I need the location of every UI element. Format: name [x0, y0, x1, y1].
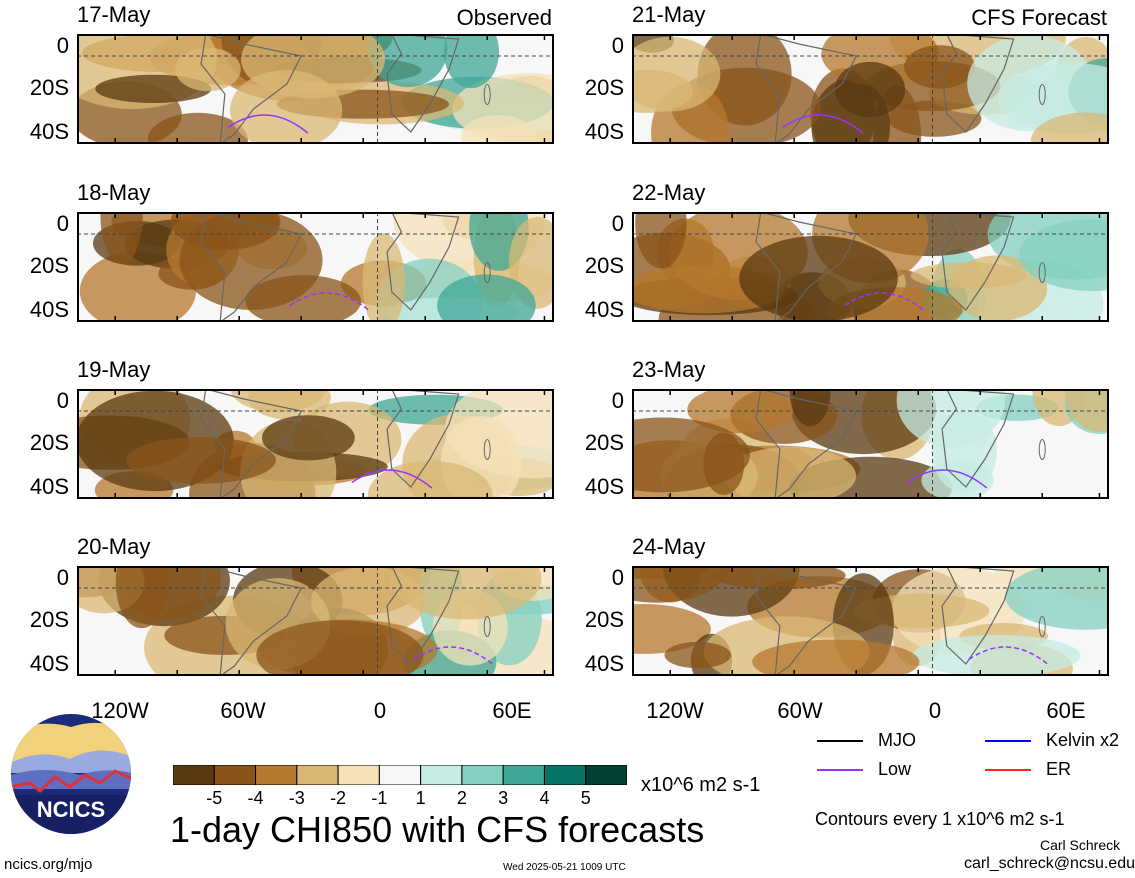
map-panel-right-4 — [632, 566, 1109, 676]
y-tick-label: 0 — [56, 211, 69, 236]
x-tick-label: 60E — [1046, 698, 1086, 723]
legend-label-kelvin: Kelvin x2 — [1046, 730, 1120, 750]
x-tick-label: 120W — [91, 698, 149, 723]
y-tick-label: 20S — [584, 75, 624, 100]
y-tick-label: 20S — [584, 253, 624, 278]
map-panel-right-1 — [632, 34, 1109, 144]
y-tick-label: 0 — [611, 33, 624, 58]
footer-author: Carl Schreck — [1040, 837, 1121, 853]
legend-line-mjo — [817, 740, 863, 742]
panel-date-left-4: 20-May — [77, 534, 151, 559]
legend-label-er: ER — [1046, 759, 1072, 779]
y-tick-label: 40S — [584, 297, 624, 322]
y-tick-label: 40S — [29, 474, 69, 499]
y-tick-label: 40S — [584, 119, 624, 144]
colorbar-swatch — [585, 765, 627, 785]
colorbar-swatch — [420, 765, 463, 785]
colorbar-label: 2 — [456, 788, 467, 808]
colorbar-swatch — [543, 765, 587, 785]
footer-site[interactable]: ncics.org/mjo — [4, 856, 93, 873]
colorbar-swatch — [461, 765, 504, 785]
y-tick-label: 20S — [29, 75, 69, 100]
colorbar-swatch — [213, 765, 257, 785]
colorbar-label: -5 — [206, 788, 223, 808]
y-tick-label: 20S — [584, 430, 624, 455]
y-tick-label: 0 — [56, 33, 69, 58]
colorbar-swatch — [255, 765, 298, 785]
x-tick-label: 60E — [492, 698, 532, 723]
colorbar-label: -1 — [371, 788, 388, 808]
y-tick-label: 40S — [29, 297, 69, 322]
colorbar-label: -4 — [247, 788, 264, 808]
footer-email[interactable]: carl_schreck@ncsu.edu — [964, 855, 1135, 872]
panel-date-right-4: 24-May — [632, 534, 706, 559]
y-tick-label: 40S — [584, 474, 624, 499]
x-tick-label: 120W — [646, 698, 704, 723]
x-tick-label: 0 — [928, 698, 942, 723]
panel-tag-right: CFS Forecast — [971, 5, 1107, 30]
figure-title: 1-day CHI850 with CFS forecasts — [170, 809, 705, 850]
panel-tag-left: Observed — [456, 5, 552, 30]
y-tick-label: 0 — [611, 211, 624, 236]
y-tick-label: 40S — [29, 119, 69, 144]
colorbar-label: 1 — [415, 788, 426, 808]
panel-date-right-1: 21-May — [632, 2, 706, 27]
colorbar-label: -2 — [330, 788, 347, 808]
y-tick-label: 20S — [584, 607, 624, 632]
map-panel-left-1 — [77, 34, 554, 144]
colorbar — [173, 765, 627, 785]
y-tick-label: 0 — [56, 565, 69, 590]
ncics-logo: NCICS — [10, 713, 132, 835]
logo-text: NCICS — [37, 797, 105, 822]
colorbar-label: 3 — [498, 788, 509, 808]
x-tick-label: 60W — [777, 698, 823, 723]
colorbar-label: -3 — [288, 788, 305, 808]
panel-date-left-2: 18-May — [77, 180, 151, 205]
legend-line-kelvin — [985, 740, 1031, 742]
x-tick-label: 60W — [220, 698, 266, 723]
colorbar-swatch — [337, 765, 380, 785]
legend-line-er — [985, 769, 1031, 771]
map-panel-left-4 — [77, 566, 554, 676]
y-tick-label: 0 — [611, 388, 624, 413]
panel-date-right-2: 22-May — [632, 180, 706, 205]
map-panel-right-3 — [632, 389, 1109, 499]
panel-date-left-3: 19-May — [77, 357, 151, 382]
map-panel-left-3 — [77, 389, 554, 499]
x-tick-label: 0 — [373, 698, 387, 723]
footer-timestamp: Wed 2025-05-21 1009 UTC — [503, 862, 626, 873]
map-panel-left-2 — [77, 212, 554, 322]
colorbar-swatch — [296, 765, 339, 785]
y-tick-label: 20S — [29, 607, 69, 632]
y-tick-label: 20S — [29, 430, 69, 455]
panel-date-left-1: 17-May — [77, 2, 151, 27]
legend-label-low: Low — [878, 759, 912, 779]
colorbar-swatch — [378, 765, 422, 785]
y-tick-label: 0 — [611, 565, 624, 590]
colorbar-swatch — [173, 765, 215, 785]
colorbar-units: x10^6 m2 s-1 — [641, 774, 761, 796]
panel-date-right-3: 23-May — [632, 357, 706, 382]
legend-line-low — [817, 769, 863, 771]
colorbar-label: 5 — [580, 788, 591, 808]
colorbar-swatch — [502, 765, 545, 785]
colorbar-label: 4 — [539, 788, 550, 808]
contour-note: Contours every 1 x10^6 m2 s-1 — [815, 809, 1065, 829]
legend-label-mjo: MJO — [878, 730, 916, 750]
y-tick-label: 40S — [29, 651, 69, 676]
y-tick-label: 20S — [29, 253, 69, 278]
y-tick-label: 40S — [584, 651, 624, 676]
y-tick-label: 0 — [56, 388, 69, 413]
map-panel-right-2 — [632, 212, 1109, 322]
